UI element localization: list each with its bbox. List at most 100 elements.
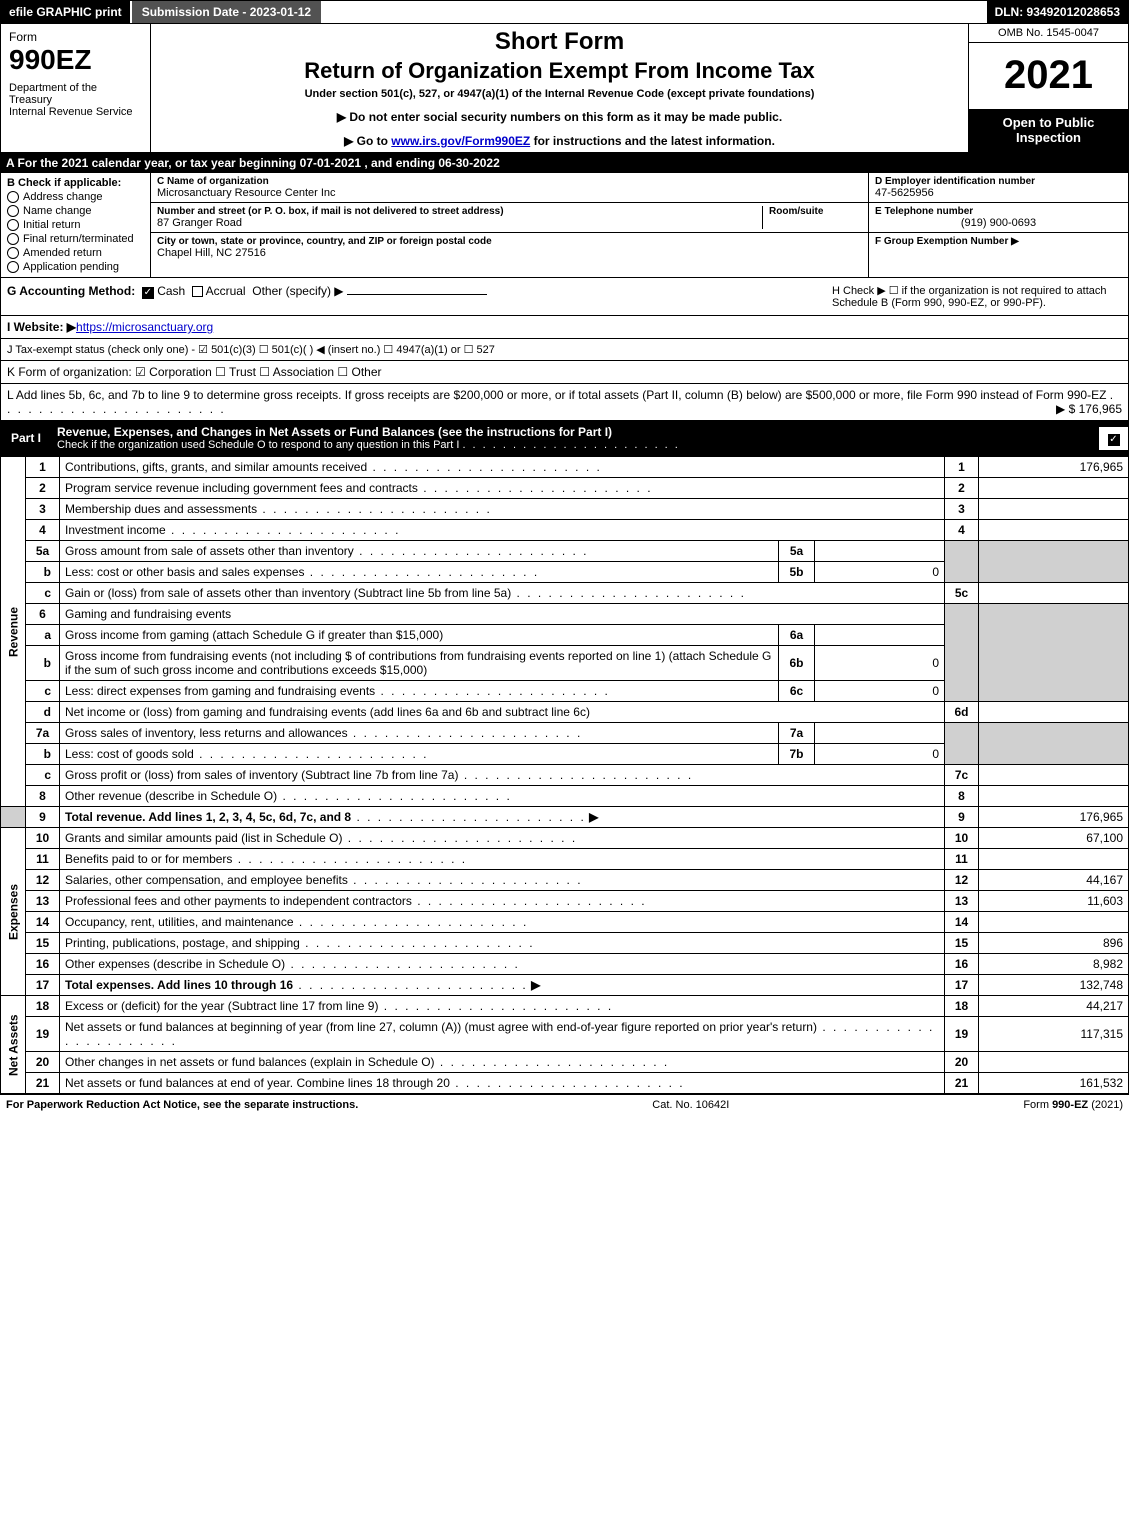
chk-final[interactable]: Final return/terminated [7, 233, 144, 245]
line-ref: 4 [945, 520, 979, 541]
line-num: 13 [26, 891, 60, 912]
line-3: 3 Membership dues and assessments 3 [1, 499, 1129, 520]
ein-row: D Employer identification number 47-5625… [869, 173, 1128, 203]
chk-label: Application pending [23, 261, 119, 273]
part-title: Revenue, Expenses, and Changes in Net As… [57, 425, 612, 439]
section-j: J Tax-exempt status (check only one) - ☑… [0, 339, 1129, 361]
street: 87 Granger Road [157, 217, 762, 229]
chk-initial[interactable]: Initial return [7, 219, 144, 231]
footer-mid: Cat. No. 10642I [652, 1099, 729, 1111]
sub-label: 6a [779, 625, 815, 646]
expenses-label: Expenses [1, 828, 26, 996]
checkbox-icon[interactable] [7, 205, 19, 217]
line-num: c [26, 681, 60, 702]
checkbox-icon[interactable] [7, 233, 19, 245]
l-amount: ▶ $ 176,965 [1056, 402, 1122, 416]
line-num: 3 [26, 499, 60, 520]
section-g: G Accounting Method: ✓ Cash Accrual Othe… [7, 284, 822, 309]
sub-label: 5a [779, 541, 815, 562]
arrow-icon: ▶ [531, 978, 540, 992]
line-20: 20Other changes in net assets or fund ba… [1, 1052, 1129, 1073]
line-num: 5a [26, 541, 60, 562]
dln: DLN: 93492012028653 [987, 1, 1128, 23]
line-num: 14 [26, 912, 60, 933]
sub-value: 0 [815, 562, 945, 583]
shaded [945, 723, 979, 765]
submission-date: Submission Date - 2023-01-12 [130, 1, 321, 23]
street-row: Number and street (or P. O. box, if mail… [151, 203, 868, 233]
cash: Cash [157, 284, 185, 298]
line-19: 19Net assets or fund balances at beginni… [1, 1017, 1129, 1052]
checkbox-icon[interactable] [7, 219, 19, 231]
col-b-header: B Check if applicable: [7, 177, 144, 189]
chk-name[interactable]: Name change [7, 205, 144, 217]
checkbox-icon[interactable] [7, 191, 19, 203]
line-desc: Net income or (loss) from gaming and fun… [60, 702, 945, 723]
checkbox-icon[interactable] [7, 247, 19, 259]
line-15: 15Printing, publications, postage, and s… [1, 933, 1129, 954]
line-ref: 11 [945, 849, 979, 870]
ein-value: 47-5625956 [875, 187, 1122, 199]
line-amt [979, 499, 1129, 520]
efile-label[interactable]: efile GRAPHIC print [1, 1, 130, 23]
line-num: 9 [26, 807, 60, 828]
sub-value: 0 [815, 646, 945, 681]
line-desc: Contributions, gifts, grants, and simila… [60, 457, 945, 478]
line-ref: 3 [945, 499, 979, 520]
website-link[interactable]: https://microsanctuary.org [76, 320, 213, 334]
line-amt: 44,167 [979, 870, 1129, 891]
line-num: 19 [26, 1017, 60, 1052]
line-desc: Less: direct expenses from gaming and fu… [60, 681, 779, 702]
line-desc: Gross profit or (loss) from sales of inv… [60, 765, 945, 786]
line-6d: d Net income or (loss) from gaming and f… [1, 702, 1129, 723]
shaded [945, 604, 979, 702]
part-tag: Part I [1, 427, 51, 449]
open-inspection: Open to Public Inspection [969, 109, 1128, 152]
line-ref: 17 [945, 975, 979, 996]
checkbox-icon[interactable] [192, 286, 203, 297]
line-ref: 12 [945, 870, 979, 891]
chk-pending[interactable]: Application pending [7, 261, 144, 273]
chk-label: Initial return [23, 219, 80, 231]
city-label: City or town, state or province, country… [157, 236, 862, 247]
line-num: 6 [26, 604, 60, 625]
line-17: 17Total expenses. Add lines 10 through 1… [1, 975, 1129, 996]
chk-label: Amended return [23, 247, 102, 259]
irs-link[interactable]: www.irs.gov/Form990EZ [391, 134, 530, 148]
line-10: Expenses 10 Grants and similar amounts p… [1, 828, 1129, 849]
chk-label: Address change [23, 191, 103, 203]
other-input[interactable] [347, 294, 487, 295]
lines-table: Revenue 1 Contributions, gifts, grants, … [0, 456, 1129, 1094]
line-ref: 5c [945, 583, 979, 604]
sub-value [815, 723, 945, 744]
arrow-icon: ▶ [589, 810, 598, 824]
line-desc: Gross amount from sale of assets other t… [60, 541, 779, 562]
line-num: 1 [26, 457, 60, 478]
accrual: Accrual [206, 284, 246, 298]
line-num: 18 [26, 996, 60, 1017]
chk-amended[interactable]: Amended return [7, 247, 144, 259]
line-desc: Printing, publications, postage, and shi… [60, 933, 945, 954]
main-title: Return of Organization Exempt From Incom… [157, 58, 962, 84]
line-ref: 9 [945, 807, 979, 828]
line-desc: Gross sales of inventory, less returns a… [60, 723, 779, 744]
line-num: 20 [26, 1052, 60, 1073]
line-num: c [26, 765, 60, 786]
revenue-label: Revenue [1, 457, 26, 807]
line-ref: 19 [945, 1017, 979, 1052]
chk-address[interactable]: Address change [7, 191, 144, 203]
form-word: Form [9, 30, 142, 44]
section-l: L Add lines 5b, 6c, and 7b to line 9 to … [0, 384, 1129, 421]
checkbox-icon[interactable] [7, 261, 19, 273]
line-amt: 132,748 [979, 975, 1129, 996]
line-desc: Less: cost of goods sold [60, 744, 779, 765]
line-ref: 20 [945, 1052, 979, 1073]
sub-label: 6b [779, 646, 815, 681]
line-amt [979, 912, 1129, 933]
line-desc: Salaries, other compensation, and employ… [60, 870, 945, 891]
line-amt: 176,965 [979, 457, 1129, 478]
sub-value [815, 625, 945, 646]
schedule-o-check[interactable]: ✓ [1098, 427, 1128, 450]
line-6: 6 Gaming and fundraising events [1, 604, 1129, 625]
header-block: Form 990EZ Department of the Treasury In… [0, 24, 1129, 153]
